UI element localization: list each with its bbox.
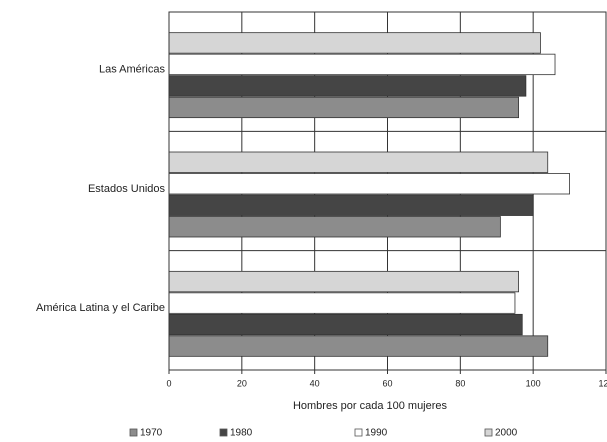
legend-label: 2000 <box>495 428 518 439</box>
legend-swatch <box>354 428 363 437</box>
bar <box>168 313 523 336</box>
y-tick-label: Las Américas <box>99 64 166 76</box>
legend-swatch <box>219 428 228 437</box>
legend-swatch <box>129 428 138 437</box>
x-tick-label: 120 <box>598 378 607 388</box>
bar <box>168 53 556 76</box>
bar <box>168 173 570 195</box>
x-axis-label: Hombres por cada 100 mujeres <box>293 400 448 412</box>
y-tick-label: Estados Unidos <box>88 183 166 195</box>
bar <box>168 194 534 216</box>
bar <box>168 32 541 54</box>
legend-label: 1990 <box>365 428 388 439</box>
bar <box>168 270 520 293</box>
x-tick-label: 20 <box>237 378 247 388</box>
x-tick-label: 100 <box>526 378 541 388</box>
bar <box>168 75 527 97</box>
legend-label: 1980 <box>230 428 253 439</box>
x-tick-label: 60 <box>382 378 392 388</box>
legend-swatch <box>484 428 493 437</box>
bar <box>168 96 520 119</box>
x-tick-label: 80 <box>455 378 465 388</box>
y-tick-label: América Latina y el Caribe <box>36 302 165 314</box>
x-tick-label: 0 <box>166 378 171 388</box>
x-tick-label: 40 <box>310 378 320 388</box>
legend-label: 1970 <box>140 428 163 439</box>
bar <box>168 151 549 173</box>
bar <box>168 216 501 238</box>
bar <box>168 335 549 357</box>
bar <box>168 292 516 314</box>
